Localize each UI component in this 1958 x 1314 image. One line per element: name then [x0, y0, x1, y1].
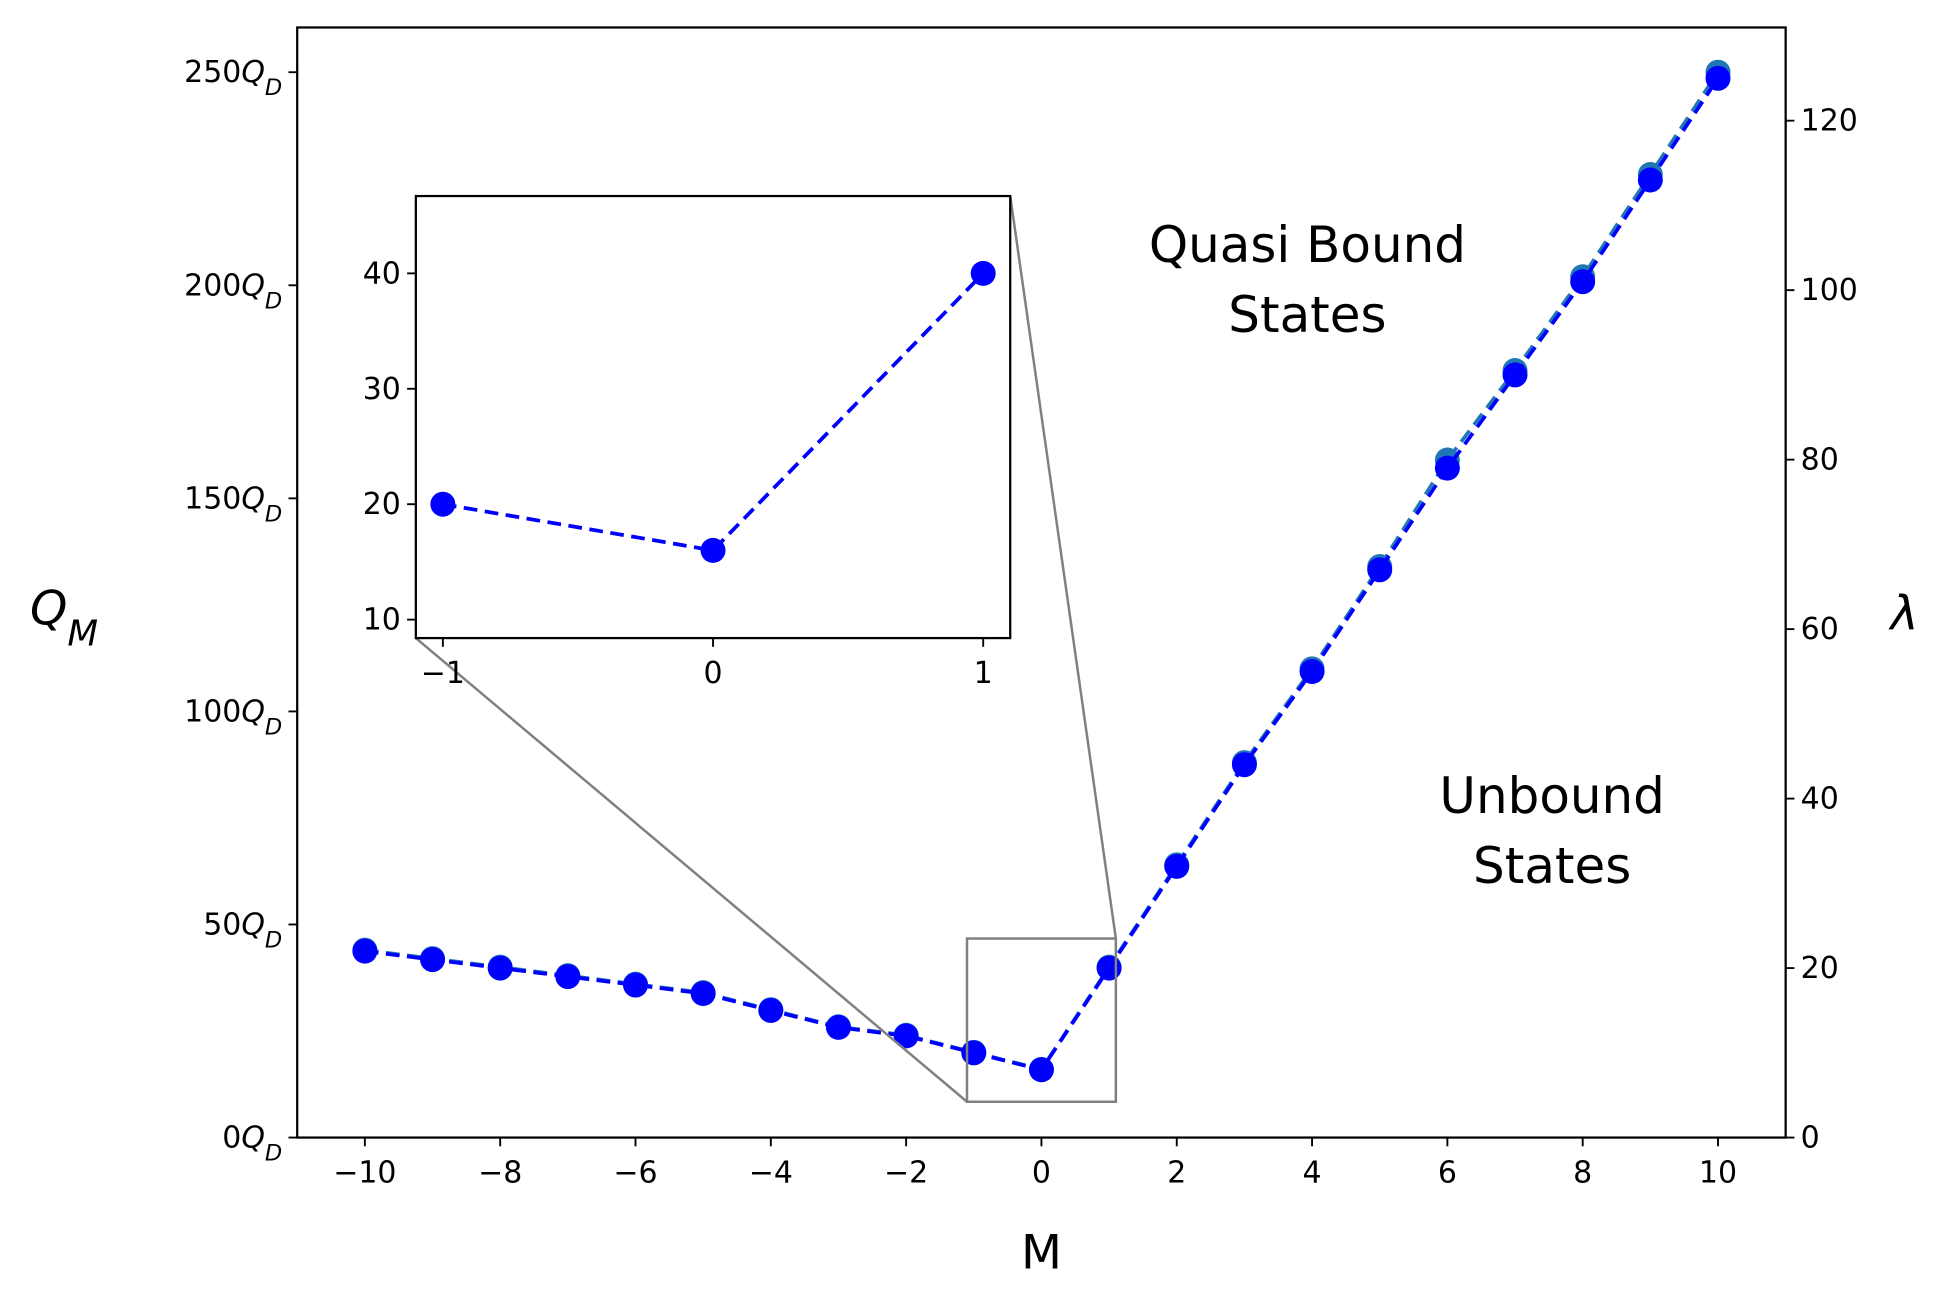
- x-tick-label: 10: [1699, 1156, 1737, 1191]
- annotation: States: [1228, 286, 1386, 344]
- y-tick-label: 200QD: [184, 268, 282, 314]
- marker: [1367, 557, 1393, 583]
- marker: [1299, 659, 1325, 684]
- marker: [970, 260, 996, 286]
- y2-tick-label: 120: [1801, 104, 1858, 139]
- y-tick-label: 50QD: [203, 907, 282, 953]
- marker: [1028, 1057, 1054, 1083]
- marker: [961, 1040, 987, 1066]
- marker: [1502, 362, 1528, 388]
- y2-tick-label: 100: [1801, 273, 1858, 308]
- annotation: Quasi Bound: [1149, 216, 1466, 274]
- y-tick-label: 40: [363, 256, 401, 291]
- marker: [1096, 955, 1122, 981]
- marker: [690, 981, 716, 1006]
- x-tick-label: 0: [703, 656, 722, 691]
- marker: [1231, 752, 1257, 778]
- marker: [555, 964, 581, 990]
- marker: [1705, 65, 1731, 91]
- marker: [893, 1023, 919, 1049]
- y2-tick-label: 60: [1801, 612, 1839, 647]
- y-axis-label: QM: [30, 581, 98, 654]
- y2-axis-label: λ: [1888, 586, 1919, 641]
- x-tick-label: 8: [1573, 1156, 1592, 1191]
- x-tick-label: 4: [1303, 1156, 1322, 1191]
- y2-tick-label: 20: [1801, 951, 1839, 986]
- y-tick-label: 150QD: [184, 481, 282, 527]
- series-line: [442, 272, 985, 553]
- annotation: States: [1473, 837, 1631, 895]
- y2-tick-label: 40: [1801, 782, 1839, 817]
- y2-tick-label: 0: [1801, 1121, 1820, 1156]
- y2-tick-label: 80: [1801, 443, 1839, 478]
- x-tick-label: −6: [613, 1156, 657, 1191]
- y-tick-label: 100QD: [184, 694, 282, 740]
- y-tick-label: 20: [363, 487, 401, 522]
- marker: [758, 997, 784, 1023]
- marker: [1637, 167, 1663, 193]
- y-tick-label: 250QD: [184, 55, 282, 101]
- x-tick-label: 1: [974, 656, 993, 691]
- y-tick-label: 0QD: [222, 1121, 282, 1167]
- marker: [1164, 853, 1190, 879]
- marker: [623, 972, 648, 998]
- zoom-box: [965, 937, 1118, 1104]
- x-tick-label: −8: [478, 1156, 522, 1191]
- marker: [420, 947, 446, 973]
- x-tick-label: 0: [1032, 1156, 1051, 1191]
- marker: [352, 938, 378, 964]
- marker: [700, 537, 726, 563]
- x-tick-label: −1: [421, 656, 465, 691]
- x-tick-label: −10: [333, 1156, 396, 1191]
- zoom-connector: [415, 637, 968, 1103]
- x-axis-label: M: [1021, 1226, 1062, 1281]
- x-tick-label: 6: [1438, 1156, 1457, 1191]
- x-tick-label: 2: [1167, 1156, 1186, 1191]
- x-tick-label: −4: [749, 1156, 793, 1191]
- zoom-connector: [1008, 195, 1118, 939]
- marker: [430, 491, 456, 517]
- x-tick-label: −2: [884, 1156, 928, 1191]
- marker: [487, 955, 513, 981]
- marker: [1570, 269, 1596, 295]
- annotation: Unbound: [1439, 767, 1664, 825]
- y-tick-label: 30: [363, 372, 401, 407]
- y-tick-label: 10: [363, 603, 401, 638]
- marker: [1434, 455, 1460, 481]
- marker: [825, 1014, 851, 1040]
- plot-area: [414, 194, 1012, 640]
